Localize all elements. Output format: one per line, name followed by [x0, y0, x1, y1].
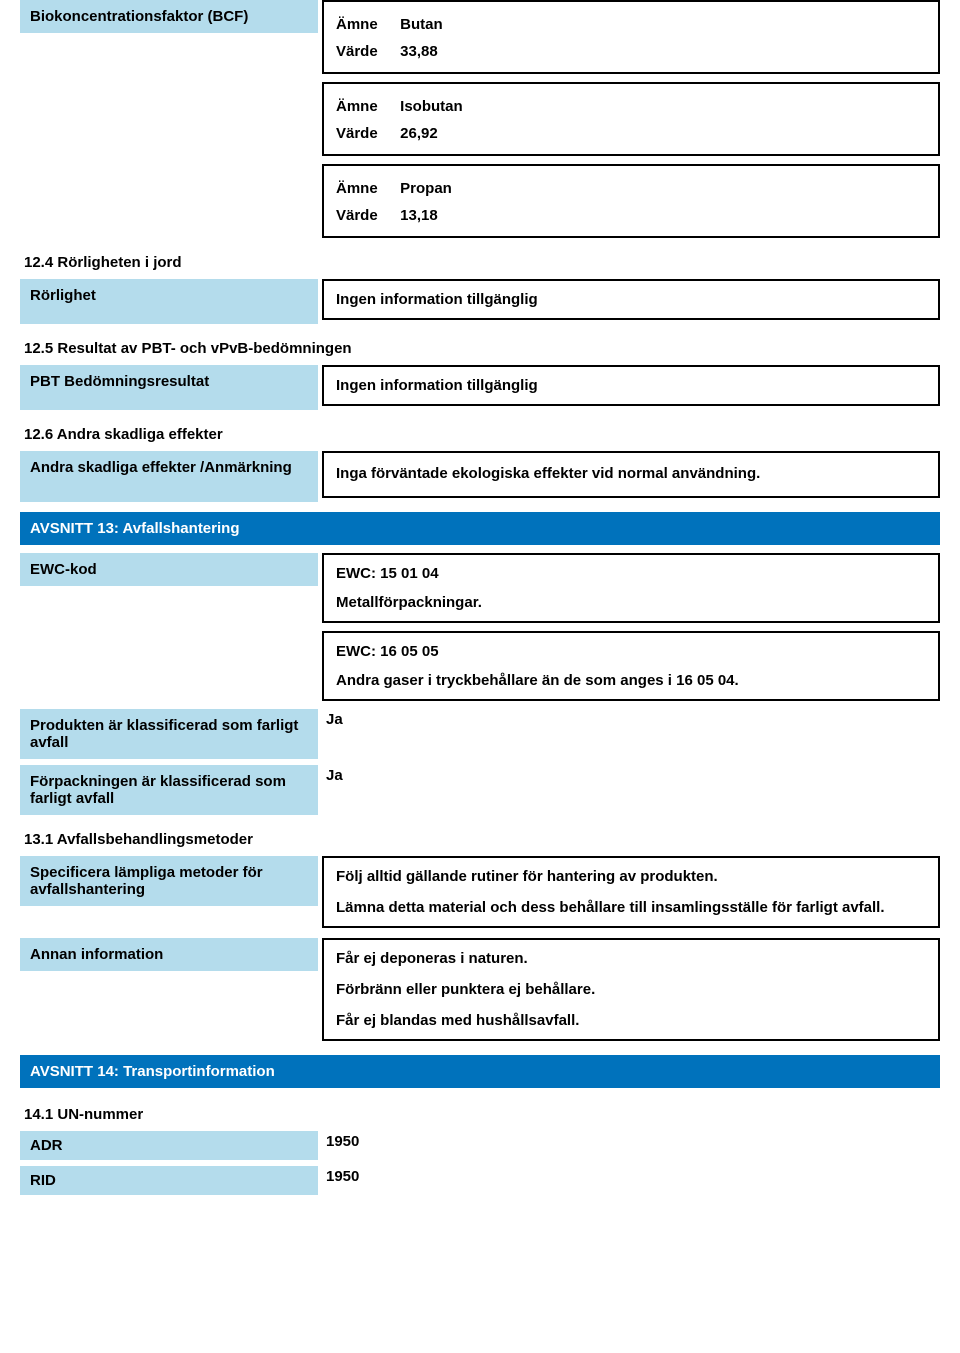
- bcf-sub1-amne-value: Butan: [400, 16, 443, 33]
- ewc-box-1: EWC: 15 01 04 Metallförpackningar.: [322, 553, 940, 623]
- heading-14-1: 14.1 UN-nummer: [20, 1096, 940, 1131]
- pbt-value: Ingen information tillgänglig: [336, 377, 538, 394]
- annan-value-box: Får ej deponeras i naturen. Förbränn ell…: [322, 938, 940, 1041]
- ewc-desc-2: Andra gaser i tryckbehållare än de som a…: [336, 672, 756, 689]
- prod-farligt-label: Produkten är klassificerad som farligt a…: [20, 709, 318, 759]
- metoder-value-box: Följ alltid gällande rutiner för hanteri…: [322, 856, 940, 928]
- annan-line-3: Får ej blandas med hushållsavfall.: [336, 1012, 926, 1029]
- ewc-desc-1: Metallförpackningar.: [336, 594, 926, 611]
- bcf-value-box-2: Ämne Isobutan Värde 26,92: [322, 82, 940, 156]
- andra-value: Inga förväntade ekologiska effekter vid …: [336, 465, 760, 482]
- forpack-farligt-label: Förpackningen är klassificerad som farli…: [20, 765, 318, 815]
- andra-value-box: Inga förväntade ekologiska effekter vid …: [322, 451, 940, 498]
- prod-farligt-value: Ja: [318, 709, 343, 759]
- annan-line-1: Får ej deponeras i naturen.: [336, 950, 926, 967]
- heading-13-1: 13.1 Avfallsbehandlingsmetoder: [20, 821, 940, 856]
- rorlighet-value-box: Ingen information tillgänglig: [322, 279, 940, 320]
- bcf-sub1-varde-value: 33,88: [400, 43, 438, 60]
- ewc-label: EWC-kod: [20, 553, 318, 586]
- bcf-sub2-amne-label: Ämne: [336, 98, 396, 115]
- ewc-code-2: EWC: 16 05 05: [336, 643, 926, 660]
- heading-12-5: 12.5 Resultat av PBT- och vPvB-bedömning…: [20, 330, 940, 365]
- bcf-sub1-amne-label: Ämne: [336, 16, 396, 33]
- rorlighet-label: Rörlighet: [20, 279, 318, 324]
- bcf-sub1-varde-label: Värde: [336, 43, 396, 60]
- bcf-value-box-3: Ämne Propan Värde 13,18: [322, 164, 940, 238]
- pbt-value-box: Ingen information tillgänglig: [322, 365, 940, 406]
- bcf-sub3-varde-label: Värde: [336, 207, 396, 224]
- andra-label: Andra skadliga effekter /Anmärkning: [20, 451, 318, 502]
- bcf-sub2-varde-value: 26,92: [400, 125, 438, 142]
- bcf-sub2-varde-label: Värde: [336, 125, 396, 142]
- annan-line-2: Förbränn eller punktera ej behållare.: [336, 981, 926, 998]
- pbt-label: PBT Bedömningsresultat: [20, 365, 318, 410]
- ewc-code-1: EWC: 15 01 04: [336, 565, 926, 582]
- annan-label: Annan information: [20, 938, 318, 971]
- section-14-bar: AVSNITT 14: Transportinformation: [20, 1055, 940, 1088]
- bcf-sub3-amne-label: Ämne: [336, 180, 396, 197]
- adr-label: ADR: [20, 1131, 318, 1160]
- rid-label: RID: [20, 1166, 318, 1195]
- heading-12-4: 12.4 Rörligheten i jord: [20, 244, 940, 279]
- bcf-sub3-amne-value: Propan: [400, 180, 452, 197]
- rid-value: 1950: [318, 1166, 359, 1195]
- adr-value: 1950: [318, 1131, 359, 1160]
- metoder-line-1: Följ alltid gällande rutiner för hanteri…: [336, 868, 926, 885]
- ewc-box-2: EWC: 16 05 05 Andra gaser i tryckbehålla…: [322, 631, 940, 701]
- metoder-line-2: Lämna detta material och dess behållare …: [336, 899, 926, 916]
- metoder-label: Specificera lämpliga metoder för avfalls…: [20, 856, 318, 906]
- bcf-sub3-varde-value: 13,18: [400, 207, 438, 224]
- rorlighet-value: Ingen information tillgänglig: [336, 291, 538, 308]
- section-13-bar: AVSNITT 13: Avfallshantering: [20, 512, 940, 545]
- bcf-value-box-1: Ämne Butan Värde 33,88: [322, 0, 940, 74]
- forpack-farligt-value: Ja: [318, 765, 343, 815]
- bcf-label: Biokoncentrationsfaktor (BCF): [20, 0, 318, 33]
- bcf-sub2-amne-value: Isobutan: [400, 98, 463, 115]
- heading-12-6: 12.6 Andra skadliga effekter: [20, 416, 940, 451]
